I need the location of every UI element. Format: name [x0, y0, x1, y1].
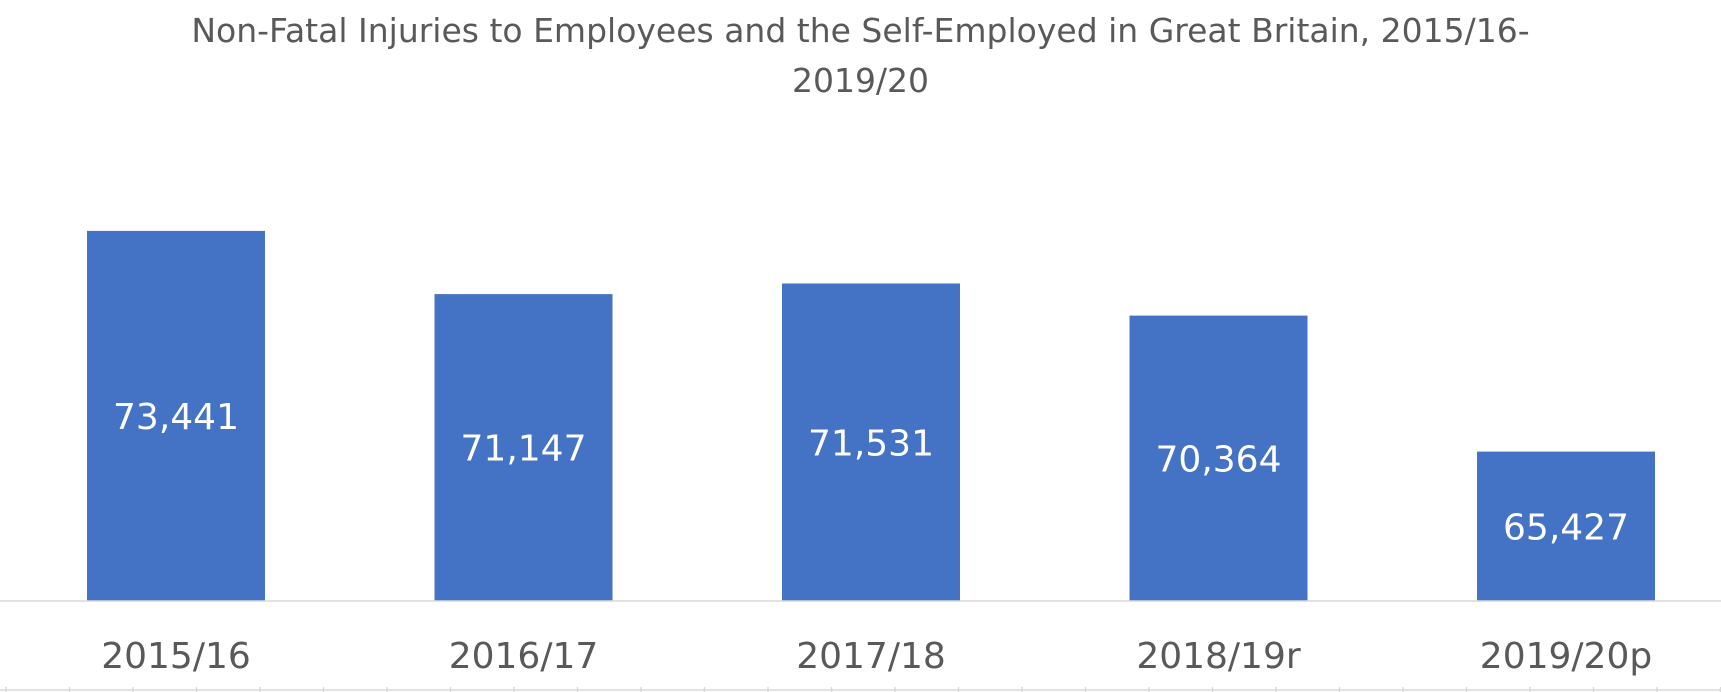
labels-layer: 73,441 2015/16 71,147 2016/17 71,531 2017/18 7… — [101, 397, 1652, 677]
chart-title: Non-Fatal Injuries to Employees and the … — [0, 6, 1721, 106]
chart-title-line-1: Non-Fatal Injuries to Employees and the … — [191, 11, 1530, 50]
bar-2016-17 — [434, 294, 613, 601]
x-tick-label: 2019/20p — [1480, 636, 1652, 677]
bar-2017-18 — [782, 283, 960, 601]
x-tick-label: 2018/19r — [1136, 636, 1301, 677]
bar-2018-19r — [1129, 315, 1308, 601]
bar-2019-20p — [1477, 451, 1655, 601]
bars-layer — [87, 230, 1655, 601]
data-label: 70,364 — [1156, 439, 1282, 480]
tick-marks-layer — [5, 687, 1721, 692]
x-tick-label: 2016/17 — [449, 636, 599, 677]
data-label: 73,441 — [113, 397, 239, 438]
data-label: 65,427 — [1503, 507, 1629, 548]
x-tick-label: 2017/18 — [796, 636, 946, 677]
bar-2015-16 — [87, 230, 265, 601]
chart-title-line-2: 2019/20 — [791, 61, 930, 100]
data-label: 71,531 — [808, 423, 934, 464]
x-tick-label: 2015/16 — [101, 636, 251, 677]
data-label: 71,147 — [461, 429, 587, 470]
